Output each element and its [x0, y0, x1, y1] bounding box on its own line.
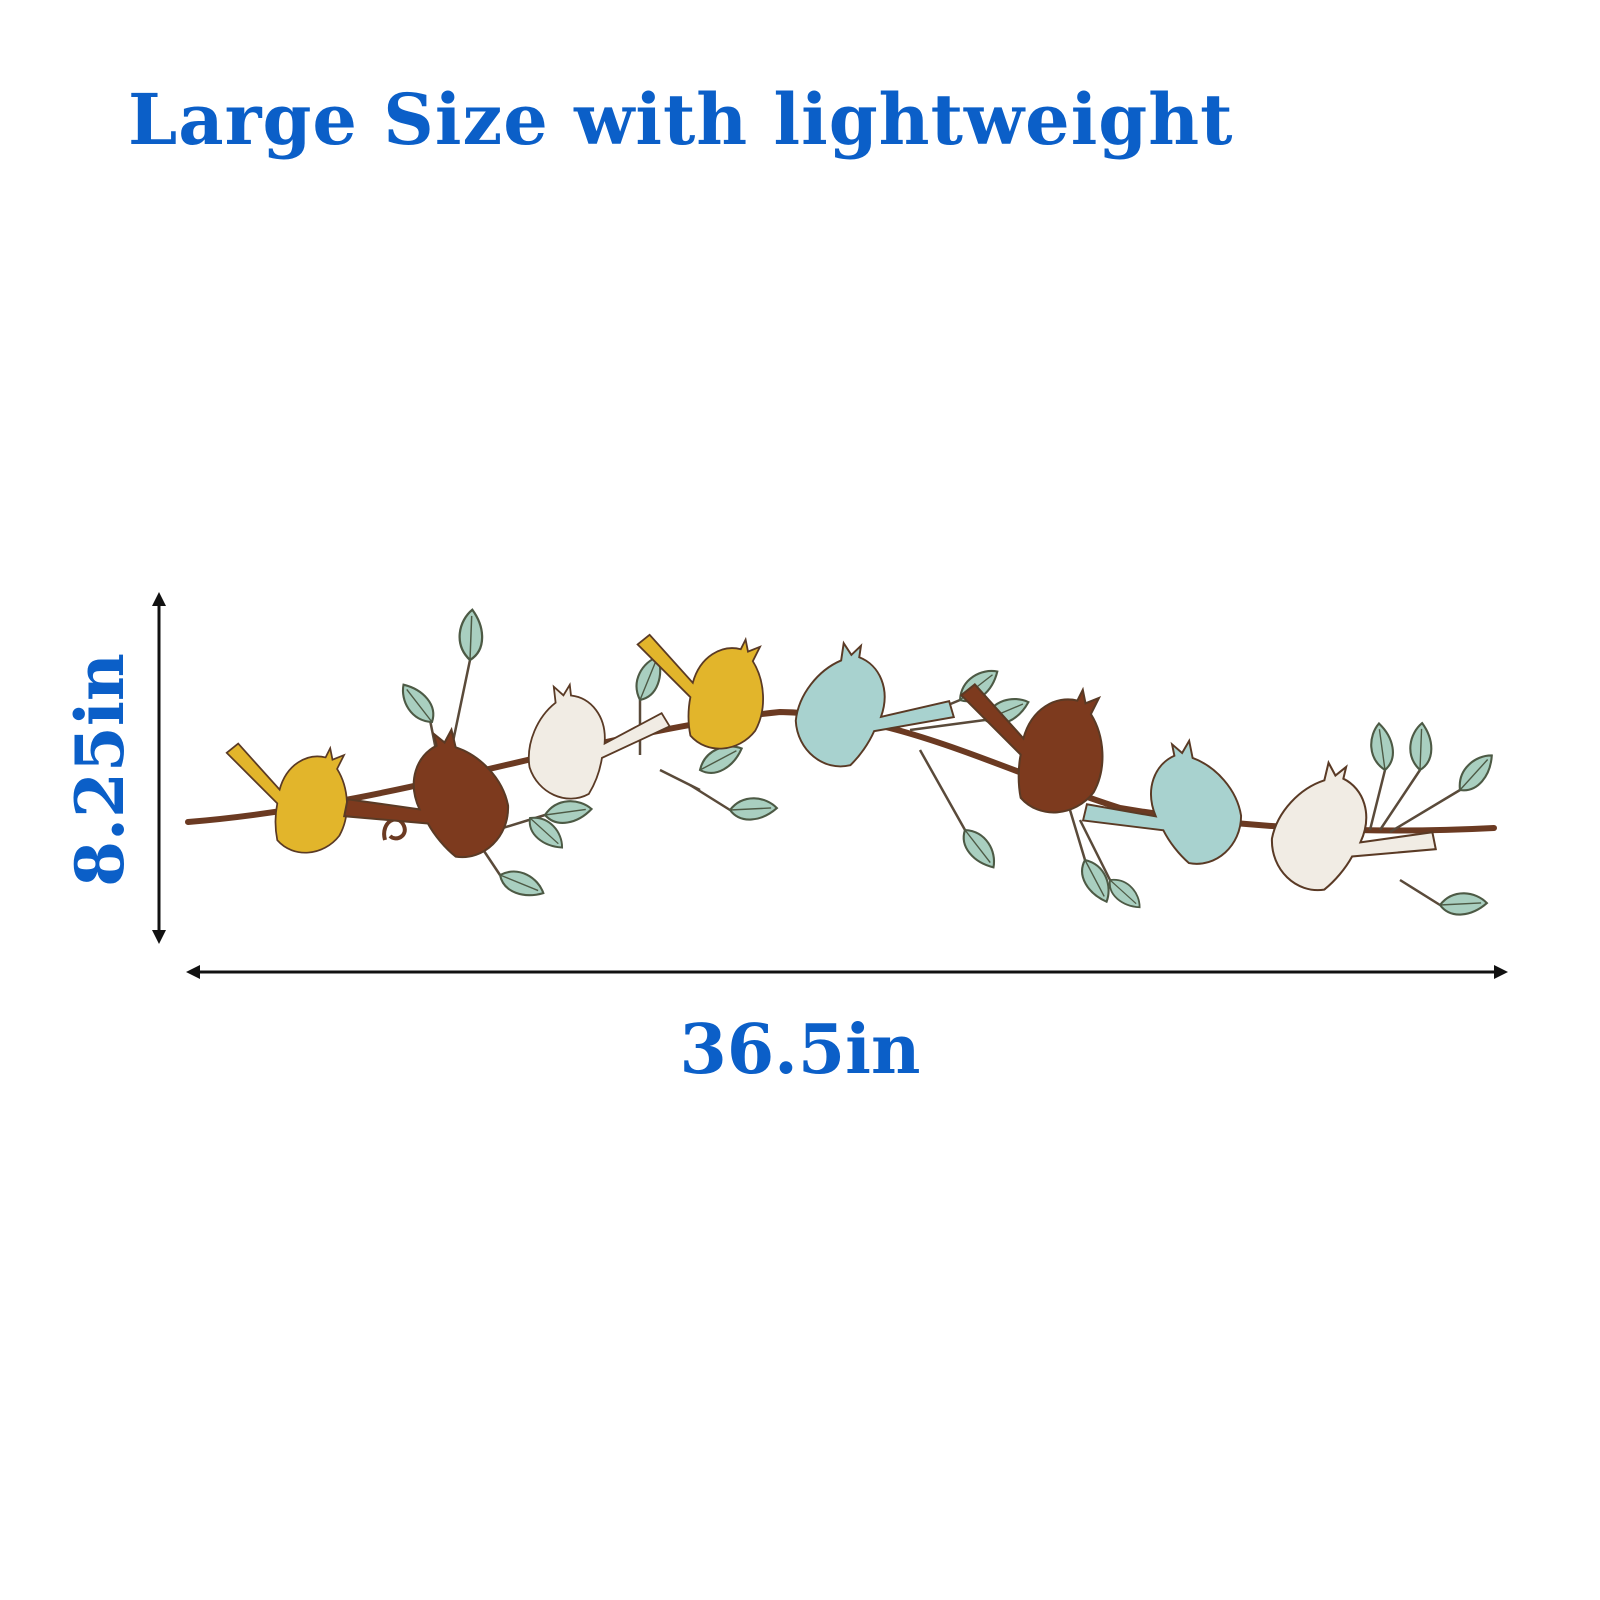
height-arrow-bottom-head: [152, 930, 166, 944]
height-label: 8.25in: [61, 653, 139, 887]
branch-hook-left: [382, 817, 407, 841]
width-label: 36.5in: [679, 1010, 921, 1090]
bird-5-blue: [776, 629, 961, 811]
bird-2-brown: [336, 716, 529, 907]
bird-6-brown: [960, 683, 1104, 814]
width-arrow-left-head: [186, 965, 200, 979]
height-arrow-top-head: [152, 592, 166, 606]
width-arrow-right-head: [1494, 965, 1508, 979]
headline: Large Size with lightweight: [128, 78, 1234, 161]
bird-1-yellow: [225, 742, 348, 854]
